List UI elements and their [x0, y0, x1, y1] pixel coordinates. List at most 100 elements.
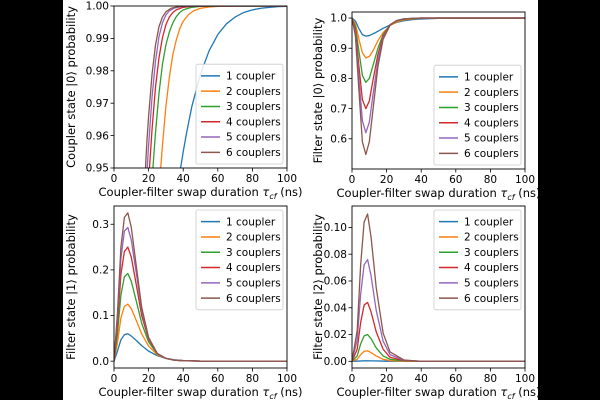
y-tick-label: 0.3 — [92, 219, 109, 231]
x-tick-label: 80 — [484, 373, 497, 385]
legend-box — [433, 209, 522, 311]
legend-entry: 2 couplers — [464, 87, 519, 99]
legend: 1 coupler 2 couplers 3 couplers 4 couplers 5… — [433, 64, 522, 166]
legend-entry: 3 couplers — [464, 102, 519, 114]
x-tick-label: 60 — [449, 373, 462, 385]
x-tick-label: 20 — [142, 173, 155, 185]
plot-area — [352, 17, 525, 156]
plot-area — [114, 212, 287, 362]
y-axis-label: Filter state |2⟩ probability — [311, 214, 325, 360]
legend: 1 coupler 2 couplers 3 couplers 4 couplers 5… — [433, 209, 522, 311]
x-tick-label: 40 — [415, 373, 428, 385]
x-tick-label: 0 — [349, 174, 356, 186]
y-tick-label: 0.97 — [86, 98, 109, 110]
x-tick-label: 60 — [211, 173, 224, 185]
x-tick-label: 20 — [142, 373, 155, 385]
y-axis-label: Coupler state |0⟩ probability — [64, 6, 78, 168]
y-axis-label: Filter state |1⟩ probability — [64, 214, 78, 360]
legend-entry: 2 couplers — [226, 86, 281, 98]
legend-entry: 5 couplers — [226, 277, 281, 289]
legend: 1 coupler 2 couplers 3 couplers 4 couplers 5… — [195, 209, 284, 311]
legend-entry: 5 couplers — [464, 133, 519, 145]
x-tick-label: 80 — [484, 174, 497, 186]
axes-frame — [113, 5, 288, 169]
legend-entry: 4 couplers — [464, 117, 519, 129]
chart-panel-bottom-right: 0 20 40 60 80 100 0.00 0.02 0.04 0.06 0.08 0.10 Coup… — [311, 205, 539, 400]
x-axis-label: Coupler-filter swap duration τcf (ns) — [99, 185, 303, 201]
series-line-1 — [352, 17, 525, 37]
y-tick-label: 0.08 — [324, 249, 347, 261]
legend: 1 coupler 2 couplers 3 couplers 4 couplers 5… — [195, 63, 284, 165]
series-line-6 — [114, 212, 287, 362]
y-axis-label: Filter state |0⟩ probability — [311, 18, 325, 164]
x-tick-label: 80 — [246, 173, 259, 185]
y-tick-label: 0.0 — [92, 356, 109, 368]
y-tick-label: 0.00 — [324, 356, 347, 368]
y-tick-label: 0.8 — [330, 73, 347, 85]
legend-entry: 1 coupler — [464, 71, 514, 83]
legend-box — [195, 209, 284, 311]
x-tick-label: 100 — [277, 173, 297, 185]
axes-frame — [113, 205, 288, 369]
x-tick-label: 60 — [449, 174, 462, 186]
legend-entry: 5 couplers — [464, 277, 519, 289]
legend-entry: 3 couplers — [226, 247, 281, 259]
legend-entry: 1 coupler — [226, 70, 276, 82]
x-tick-label: 80 — [246, 373, 259, 385]
x-tick-label: 0 — [349, 373, 356, 385]
legend-entry: 4 couplers — [464, 262, 519, 274]
legend-entry: 2 couplers — [464, 232, 519, 244]
legend-box — [433, 64, 522, 166]
series-line-2 — [352, 350, 525, 362]
x-tick-label: 0 — [111, 173, 118, 185]
y-tick-label: 0.99 — [86, 33, 109, 45]
legend-entry: 3 couplers — [464, 247, 519, 259]
legend-entry: 1 coupler — [464, 216, 514, 228]
x-tick-label: 100 — [515, 373, 535, 385]
x-tick-label: 100 — [277, 373, 297, 385]
x-tick-label: 0 — [111, 373, 118, 385]
chart-panel-top-left: 0 20 40 60 80 100 0.95 0.96 0.97 0.98 0.99 1.00 Coup… — [64, 1, 303, 201]
x-tick-label: 20 — [380, 373, 393, 385]
series-line-1 — [114, 333, 287, 362]
axes-frame — [351, 11, 526, 170]
legend-entry: 1 coupler — [226, 216, 276, 228]
y-tick-label: 0.98 — [86, 66, 109, 78]
y-tick-label: 0.9 — [330, 43, 347, 55]
plot-area — [144, 6, 287, 168]
legend-entry: 6 couplers — [226, 293, 281, 305]
x-axis-label: Coupler-filter swap duration τcf (ns) — [337, 385, 539, 400]
y-tick-label: 0.1 — [92, 310, 109, 322]
axes-frame — [351, 205, 526, 369]
x-tick-label: 20 — [380, 174, 393, 186]
series-line-6 — [352, 17, 525, 156]
chart-panel-bottom-left: 0 20 40 60 80 100 0.0 0.1 0.2 0.3 Coupler-filter s… — [64, 205, 303, 400]
y-tick-label: 0.10 — [324, 222, 347, 234]
legend-entry: 5 couplers — [226, 132, 281, 144]
legend-box — [195, 63, 284, 165]
x-tick-label: 100 — [515, 174, 535, 186]
y-tick-label: 0.02 — [324, 329, 347, 341]
y-tick-label: 0.95 — [86, 163, 109, 175]
x-tick-label: 60 — [211, 373, 224, 385]
legend-entry: 4 couplers — [226, 116, 281, 128]
y-tick-label: 0.2 — [92, 265, 109, 277]
chart-panel-top-right: 0 20 40 60 80 100 0.6 0.7 0.8 0.9 1.0 Coupler-filte… — [311, 11, 539, 202]
x-axis-label: Coupler-filter swap duration τcf (ns) — [99, 385, 303, 400]
y-tick-label: 0.7 — [330, 103, 347, 115]
y-tick-label: 0.04 — [324, 302, 348, 314]
x-axis-label: Coupler-filter swap duration τcf (ns) — [337, 186, 539, 202]
y-tick-label: 0.96 — [86, 130, 110, 142]
series-line-4 — [352, 301, 525, 362]
legend-entry: 6 couplers — [226, 147, 281, 159]
series-line-1 — [179, 6, 287, 168]
figure: 0 20 40 60 80 100 0.95 0.96 0.97 0.98 0.99 1.00 Coup… — [63, 0, 538, 400]
legend-entry: 3 couplers — [226, 101, 281, 113]
legend-entry: 2 couplers — [226, 232, 281, 244]
legend-entry: 4 couplers — [226, 262, 281, 274]
y-tick-label: 1.0 — [330, 13, 347, 25]
y-tick-label: 0.6 — [330, 134, 347, 146]
legend-entry: 6 couplers — [464, 293, 519, 305]
x-tick-label: 40 — [177, 173, 190, 185]
y-tick-label: 1.00 — [86, 1, 109, 13]
